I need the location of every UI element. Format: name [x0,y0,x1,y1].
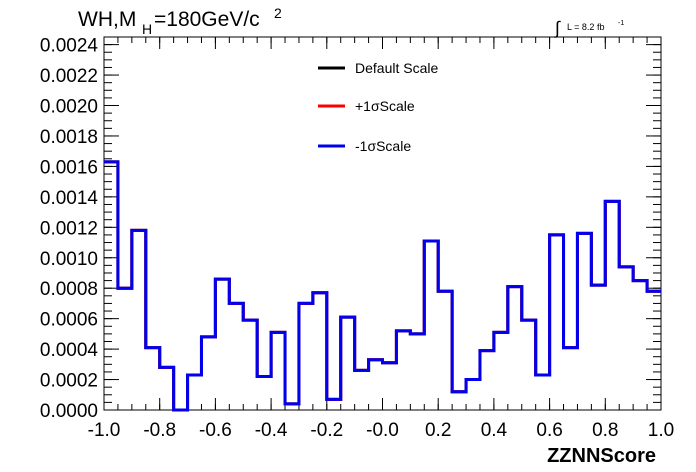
x-axis-label: ZZNNScore [547,445,656,467]
y-tick-label: 0.0020 [40,97,98,118]
x-tick-label: -0.6 [199,420,232,441]
x-tick-label: -0.4 [255,420,288,441]
y-tick-label: 0.0022 [40,66,98,87]
x-tick-labels: -1.0 -0.8 -0.6 -0.4 -0.2 -0.0 0.2 0.4 0.6 0.8 1.0 [88,420,675,441]
x-tick-label: -0.2 [310,420,343,441]
x-tick-label: 0.8 [592,420,618,441]
legend-label: -1σScale [355,138,411,154]
series-line-2 [104,160,661,412]
y-tick-label: 0.0016 [40,157,98,178]
luminosity-superscript: -1 [618,20,624,27]
x-tick-label: 0.2 [425,420,451,441]
legend-label: Default Scale [355,60,438,76]
y-tick-label: 0.0000 [40,401,98,422]
y-tick-label: 0.0002 [40,371,98,392]
plot-frame [103,36,662,411]
legend: Default Scale +1σScale -1σScale [318,60,438,154]
legend-label: +1σScale [355,98,415,114]
luminosity-integral-sign: ∫ [553,18,561,38]
x-tick-label: -1.0 [88,420,121,441]
y-tick-label: 0.0024 [40,36,99,57]
x-tick-label: 0.6 [536,420,562,441]
x-tick-label: -0.8 [143,420,176,441]
y-tick-label: 0.0006 [40,310,98,331]
y-tick-label: 0.0018 [40,127,98,148]
series-group [104,160,661,412]
axes-ticks [103,36,662,411]
chart-title-subscript: H [142,21,152,37]
x-tick-label: 1.0 [648,420,674,441]
chart-title-rest: =180GeV/c [154,8,260,31]
luminosity-label: L = 8.2 fb [567,22,604,32]
y-tick-label: 0.0010 [40,249,98,270]
chart-title-main: WH,M [78,8,136,31]
chart-title-superscript: 2 [274,5,282,21]
y-tick-label: 0.0014 [40,188,99,209]
y-tick-label: 0.0008 [40,279,98,300]
y-tick-label: 0.0012 [40,218,98,239]
y-tick-label: 0.0004 [40,340,99,361]
x-tick-label: -0.0 [366,420,399,441]
x-tick-label: 0.4 [481,420,508,441]
y-tick-labels: 0.0000 0.0002 0.0004 0.0006 0.0008 0.0010 0.00… [40,36,99,422]
